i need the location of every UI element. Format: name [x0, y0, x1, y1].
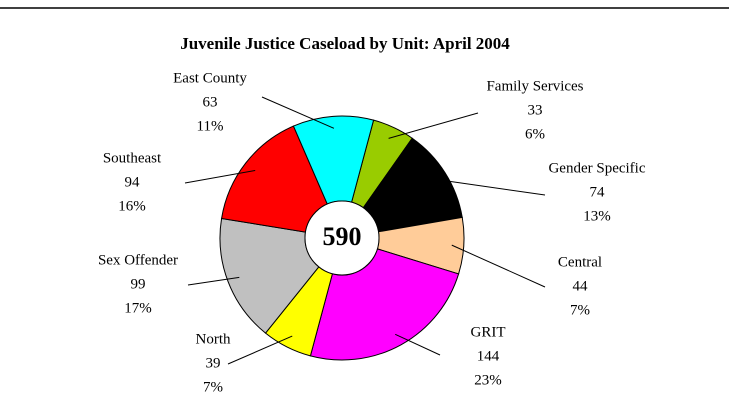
value-label: 39 [206, 355, 221, 371]
value-label: 33 [528, 102, 543, 118]
leader-line [261, 96, 335, 129]
category-label: Gender Specific [548, 160, 645, 176]
value-label: 74 [590, 184, 606, 200]
leader-line [184, 169, 256, 184]
category-label: Central [558, 254, 602, 270]
leader-line [434, 178, 546, 196]
category-label: North [196, 331, 231, 347]
category-label: Sex Offender [98, 252, 178, 268]
percent-label: 23% [474, 372, 502, 388]
value-label: 94 [125, 174, 141, 190]
value-label: 99 [131, 276, 146, 292]
category-label: Family Services [486, 78, 583, 94]
leader-line [388, 112, 479, 139]
chart-title: Juvenile Justice Caseload by Unit: April… [180, 34, 510, 53]
percent-label: 6% [525, 126, 545, 142]
category-label: GRIT [471, 324, 506, 340]
value-label: 44 [573, 278, 589, 294]
leader-line [451, 244, 546, 288]
center-label: 590 [323, 222, 362, 251]
donut-hole [304, 200, 380, 276]
leader-line [187, 276, 240, 286]
percent-label: 13% [583, 208, 611, 224]
percent-label: 17% [124, 300, 152, 316]
leader-line [227, 335, 293, 365]
percent-label: 11% [197, 118, 224, 134]
category-label: Southeast [103, 150, 162, 166]
percent-label: 16% [118, 198, 146, 214]
percent-label: 7% [203, 379, 223, 395]
value-label: 63 [203, 94, 218, 110]
value-label: 144 [477, 348, 500, 364]
percent-label: 7% [570, 302, 590, 318]
leader-line [395, 333, 441, 356]
category-label: East County [173, 70, 247, 86]
